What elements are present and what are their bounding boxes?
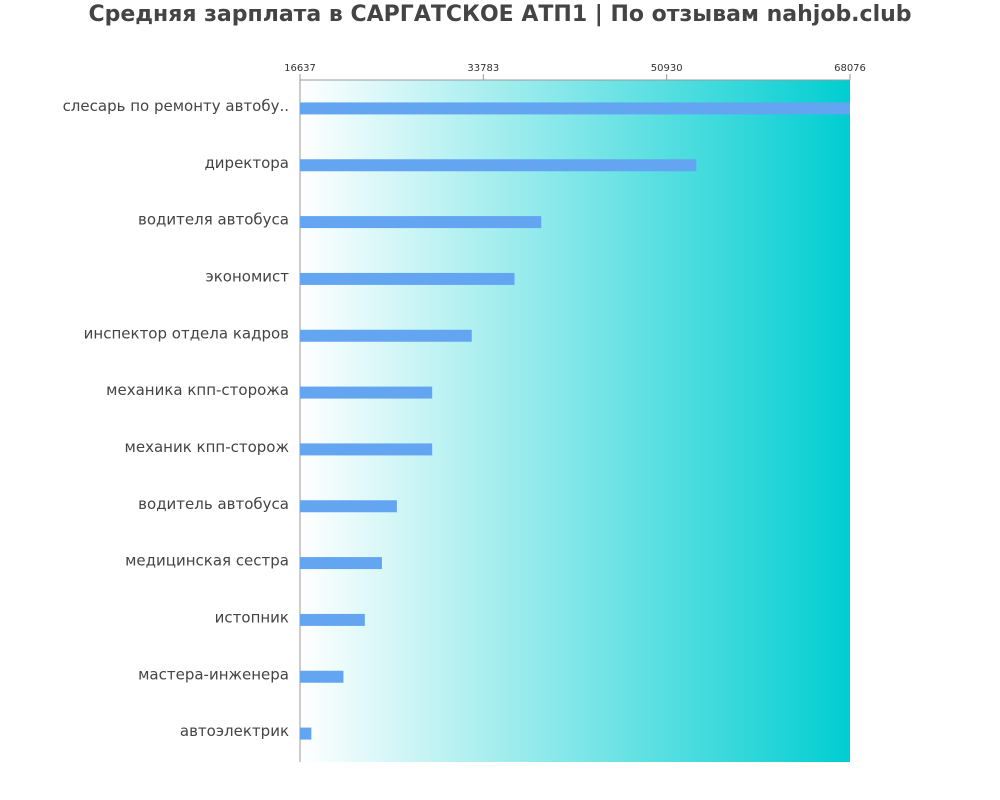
chart-title: Средняя зарплата в САРГАТСКОЕ АТП1 | По … [88, 2, 911, 27]
y-tick-label: автоэлектрик [180, 722, 289, 740]
y-tick-label: механика кпп-сторожа [106, 381, 289, 399]
y-tick-label: директора [204, 154, 289, 172]
x-tick-label: 68076 [834, 63, 866, 74]
bar [300, 443, 433, 456]
y-tick-label: медицинская сестра [125, 552, 289, 570]
x-tick-label: 50930 [651, 63, 683, 74]
y-tick-label: слесарь по ремонту автобу.. [63, 97, 289, 115]
bar [300, 159, 697, 172]
y-tick-label: инспектор отдела кадров [84, 324, 289, 342]
bar [300, 386, 433, 399]
y-tick-label: водитель автобуса [138, 495, 289, 513]
x-tick-label: 33783 [467, 63, 499, 74]
y-tick-label: истопник [215, 608, 289, 626]
bar [300, 613, 365, 626]
y-tick-label: механик кпп-сторож [125, 438, 289, 456]
bar [300, 557, 382, 570]
bar [300, 272, 515, 285]
bar [300, 500, 397, 513]
bar [300, 216, 542, 229]
bar [300, 670, 344, 683]
y-tick-label: мастера-инженера [138, 665, 289, 683]
plot-background [300, 80, 850, 762]
x-tick-label: 16637 [284, 63, 316, 74]
bar [300, 102, 850, 115]
y-tick-label: водителя автобуса [138, 211, 289, 229]
bar [300, 727, 312, 740]
bar [300, 329, 472, 342]
y-tick-label: экономист [205, 267, 289, 285]
